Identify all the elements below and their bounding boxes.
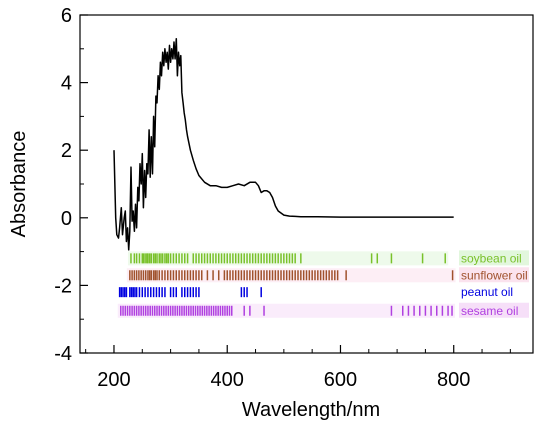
x-tick-label: 800	[437, 369, 470, 391]
marker-row: sesame oil	[117, 302, 529, 318]
marker-row: peanut oil	[118, 285, 513, 299]
y-tick-label: -2	[54, 275, 72, 297]
marker-label-bg	[459, 267, 529, 283]
marker-label-bg	[459, 302, 529, 318]
x-tick-label: 400	[211, 369, 244, 391]
marker-row-label: sunflower oil	[461, 268, 528, 282]
x-tick-label: 600	[324, 369, 357, 391]
marker-rows: soybean oil sunflower oil peanut oil sesame…	[117, 250, 529, 318]
plot-frame	[79, 14, 534, 354]
marker-row-band	[126, 268, 456, 283]
marker-row: sunflower oil	[126, 267, 529, 283]
y-tick-label: 2	[61, 140, 72, 162]
y-axis-label: Absorbance	[8, 131, 30, 238]
y-tick-label: -4	[54, 343, 72, 365]
marker-row-label: sesame oil	[461, 304, 518, 318]
series-line	[113, 37, 454, 251]
marker-row: soybean oil	[127, 250, 529, 266]
marker-row-label: peanut oil	[461, 285, 513, 299]
marker-label-bg	[459, 250, 529, 266]
y-tick-label: 4	[61, 73, 72, 95]
plot-area	[113, 37, 454, 251]
y-tick-label: 6	[61, 5, 72, 27]
x-axis-label: Wavelength/nm	[242, 399, 380, 421]
axes: 200 400 600 800 -4 -2 0 2 4 6	[54, 5, 534, 391]
marker-row-label: soybean oil	[461, 251, 522, 265]
x-tick-label: 200	[97, 369, 130, 391]
y-tick-label: 0	[61, 208, 72, 230]
